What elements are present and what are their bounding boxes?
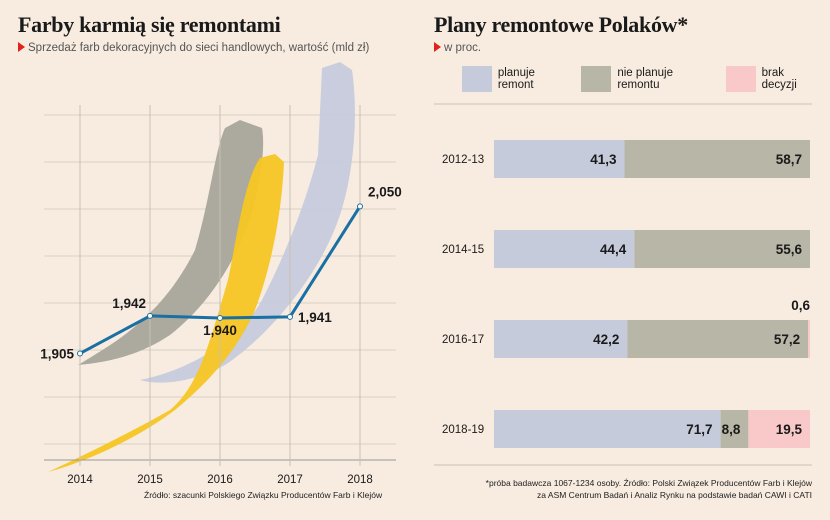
legend-item-undecided: brak decyzji xyxy=(725,66,830,92)
x-tick-label: 2018 xyxy=(347,474,373,486)
right-chart-footnote-2: za ASM Centrum Badań i Analiz Rynku na p… xyxy=(537,490,812,500)
x-tick-label: 2015 xyxy=(137,474,163,486)
grey-brush-stroke xyxy=(78,120,264,365)
bar-row: 2018-19 71,7 8,8 19,5 xyxy=(442,410,810,448)
x-axis-ticks: 2014 2015 2016 2017 2018 xyxy=(67,105,373,486)
legend-item-no-plans: nie planuje remontu xyxy=(581,66,725,92)
bar-chart-grid xyxy=(434,103,812,466)
category-label: 2014-15 xyxy=(442,244,484,256)
data-point xyxy=(77,350,83,357)
light-blue-brush-stroke xyxy=(140,62,355,383)
legend-label-undecided: brak decyzji xyxy=(761,67,797,91)
segment-value-label: 44,4 xyxy=(600,242,627,257)
x-tick-label: 2017 xyxy=(277,474,303,486)
bar-segment xyxy=(494,320,628,358)
bar-row: 2016-17 42,2 57,2 0,6 xyxy=(442,298,810,358)
yellow-brush-stroke xyxy=(48,154,284,472)
segment-value-label: 0,6 xyxy=(791,298,810,313)
data-point xyxy=(357,203,363,210)
value-label: 1,941 xyxy=(298,310,332,325)
x-tick-label: 2016 xyxy=(207,474,233,486)
bar-chart-rows: 2012-13 41,3 58,7 2014-15 44,4 55,6 2016-17 42,… xyxy=(442,140,810,448)
bar-segment xyxy=(494,410,721,448)
segment-value-label: 55,6 xyxy=(776,242,803,257)
segment-value-label: 19,5 xyxy=(776,422,803,437)
data-point xyxy=(287,313,293,320)
bar-segment xyxy=(634,230,810,268)
value-label: 1,905 xyxy=(40,346,74,361)
bar-row: 2012-13 41,3 58,7 xyxy=(442,140,810,178)
legend-swatch-plans xyxy=(462,66,492,92)
bar-segment xyxy=(808,320,810,358)
data-point xyxy=(217,314,223,321)
left-chart-source: Źródło: szacunki Polskiego Związku Produ… xyxy=(144,490,383,500)
right-chart-subtitle-text: w proc. xyxy=(444,42,482,54)
left-chart-title: Farby karmią się remontami xyxy=(18,12,281,37)
segment-value-label: 71,7 xyxy=(686,422,712,437)
value-label: 1,942 xyxy=(112,296,146,311)
left-chart-subtitle-text: Sprzedaż farb dekoracyjnych do sieci han… xyxy=(28,42,370,54)
red-triangle-icon xyxy=(18,42,25,52)
right-chart-subtitle: w proc. xyxy=(434,42,481,54)
x-axis: 2014 2015 2016 2017 2018 xyxy=(44,105,396,486)
x-tick-label: 2014 xyxy=(67,474,93,486)
category-label: 2018-19 xyxy=(442,424,484,436)
segment-value-label: 58,7 xyxy=(776,152,802,167)
bar-segment xyxy=(627,320,809,358)
data-point xyxy=(147,312,153,319)
bar-row: 2014-15 44,4 55,6 xyxy=(442,230,810,268)
paint-brush-strokes xyxy=(48,62,355,472)
bar-segment xyxy=(624,140,810,178)
right-chart-legend: planuje remont nie planuje remontu brak … xyxy=(462,66,830,92)
value-label: 2,050 xyxy=(368,184,402,199)
segment-value-label: 57,2 xyxy=(774,332,800,347)
bar-segment xyxy=(494,230,635,268)
category-label: 2016-17 xyxy=(442,334,484,346)
legend-label-no-plans: nie planuje remontu xyxy=(617,67,673,91)
bar-segment xyxy=(720,410,749,448)
left-chart-subtitle: Sprzedaż farb dekoracyjnych do sieci han… xyxy=(18,42,369,54)
segment-value-label: 8,8 xyxy=(722,422,741,437)
legend-label-plans: planuje remont xyxy=(497,67,535,91)
category-label: 2012-13 xyxy=(442,154,484,166)
bar-segment xyxy=(748,410,810,448)
legend-item-plans: planuje remont xyxy=(462,66,581,92)
right-chart-footnote-1: *próba badawcza 1067-1234 osoby. Źródło:… xyxy=(485,478,812,488)
sales-value-labels: 1,905 1,942 1,940 1,941 2,050 xyxy=(40,184,402,361)
right-chart-title: Plany remontowe Polaków* xyxy=(434,12,688,37)
sales-points xyxy=(77,203,363,357)
segment-value-label: 42,2 xyxy=(593,332,619,347)
value-label: 1,940 xyxy=(203,323,237,338)
bar-segment xyxy=(494,140,625,178)
segment-value-label: 41,3 xyxy=(590,152,617,167)
legend-swatch-undecided xyxy=(725,66,756,92)
legend-swatch-no-plans xyxy=(581,66,612,92)
red-triangle-icon xyxy=(434,42,441,52)
